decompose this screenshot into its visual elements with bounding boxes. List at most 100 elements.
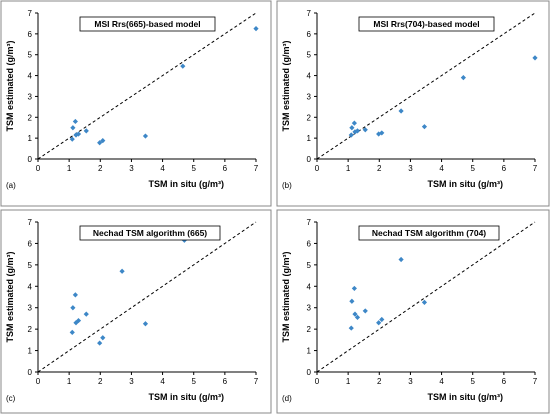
panel-title: MSI Rrs(704)-based model [373,19,479,29]
x-tick-label: 2 [98,377,103,386]
x-tick-label: 3 [129,377,134,386]
x-tick-label: 5 [470,377,475,386]
y-tick-label: 3 [307,304,312,313]
data-point [354,314,361,320]
panel-title: Nechad TSM algorithm (704) [372,228,486,238]
x-tick-label: 5 [191,377,196,386]
x-tick-label: 3 [129,164,134,173]
x-axis-title: TSM in situ (g/m³) [427,392,503,402]
panel-letter: (c) [6,394,16,403]
y-tick-label: 7 [28,218,33,227]
x-tick-label: 2 [377,377,382,386]
data-point [69,329,75,335]
data-point [349,125,355,131]
panel-border [0,209,272,414]
x-tick-label: 2 [377,164,382,173]
data-point [379,316,385,323]
data-point [119,268,125,274]
panel-letter: (a) [6,181,16,190]
y-tick-label: 5 [307,261,312,270]
y-tick-label: 3 [307,92,312,101]
y-tick-label: 1 [28,134,33,143]
chart-panel-a: 0 1 2 3 4 5 6 7 0 1 2 3 4 5 6 7 MSI Rrs(665)-based model… [0,0,272,207]
y-tick-label: 4 [28,282,33,291]
x-tick-label: 0 [315,377,320,386]
data-point [362,308,368,314]
x-tick-label: 4 [439,164,444,173]
x-tick-label: 7 [254,377,259,386]
y-tick-label: 3 [28,92,33,101]
panel-letter: (b) [282,181,292,190]
y-tick-label: 4 [307,282,312,291]
data-point [72,118,78,125]
data-point [97,340,103,346]
data-point [100,138,106,144]
data-point [180,63,186,69]
y-tick-label: 1 [307,347,312,356]
x-tick-label: 6 [502,164,507,173]
y-tick-label: 4 [28,72,33,81]
chart-panel-c: 0 1 2 3 4 5 6 7 0 1 2 3 4 5 6 7 Nechad TSM algorithm (66… [0,209,272,414]
x-tick-label: 4 [160,164,165,173]
panel-title-box [358,16,495,32]
y-tick-label: 3 [28,304,33,313]
panel-title-box [358,225,500,241]
data-point [354,128,361,134]
x-axis-title: TSM in situ (g/m³) [148,392,224,402]
y-tick-label: 5 [28,51,33,60]
y-tick-label: 7 [307,9,312,18]
data-point [379,130,385,136]
y-tick-label: 7 [307,218,312,227]
data-point [70,305,76,311]
data-point [376,320,382,326]
y-axis-title: TSM estimated (g/m³) [281,40,291,131]
panel-title-box [79,225,221,241]
x-tick-label: 1 [67,164,72,173]
x-axis-title: TSM in situ (g/m³) [427,179,503,189]
one-to-one-line [316,12,536,160]
data-point [532,55,538,61]
data-point [362,127,368,133]
data-point [72,292,78,298]
chart-panel-d: 0 1 2 3 4 5 6 7 0 1 2 3 4 5 6 7 Nechad TSM algorithm (70… [276,209,550,414]
x-tick-label: 0 [36,164,41,173]
data-point [351,120,357,126]
panel-border [276,0,550,207]
data-point [253,26,259,32]
x-tick-label: 4 [439,377,444,386]
y-tick-label: 0 [28,368,33,377]
y-tick-label: 5 [307,51,312,60]
y-tick-label: 2 [28,325,33,334]
data-point [349,298,355,304]
x-tick-label: 7 [254,164,259,173]
data-point [398,256,404,263]
one-to-one-line [37,221,257,373]
data-point [352,129,358,135]
x-tick-label: 6 [223,377,228,386]
y-tick-label: 2 [28,113,33,122]
y-tick-label: 5 [28,261,33,270]
y-tick-label: 0 [307,368,312,377]
panel-border [276,209,550,414]
y-tick-label: 2 [307,325,312,334]
data-point [75,317,82,324]
data-point [75,131,82,137]
data-point [352,311,358,317]
data-point [348,325,354,331]
x-tick-label: 4 [160,377,165,386]
x-tick-label: 0 [315,164,320,173]
data-point [83,128,89,134]
one-to-one-line [316,221,536,373]
x-tick-label: 6 [502,377,507,386]
data-point [421,299,428,305]
x-tick-label: 1 [346,164,351,173]
y-tick-label: 4 [307,72,312,81]
panel-letter: (d) [282,394,292,403]
x-tick-label: 1 [346,377,351,386]
x-tick-label: 0 [36,377,41,386]
x-tick-label: 7 [533,377,538,386]
x-tick-label: 2 [98,164,103,173]
y-tick-label: 2 [307,113,312,122]
y-tick-label: 6 [307,239,312,248]
